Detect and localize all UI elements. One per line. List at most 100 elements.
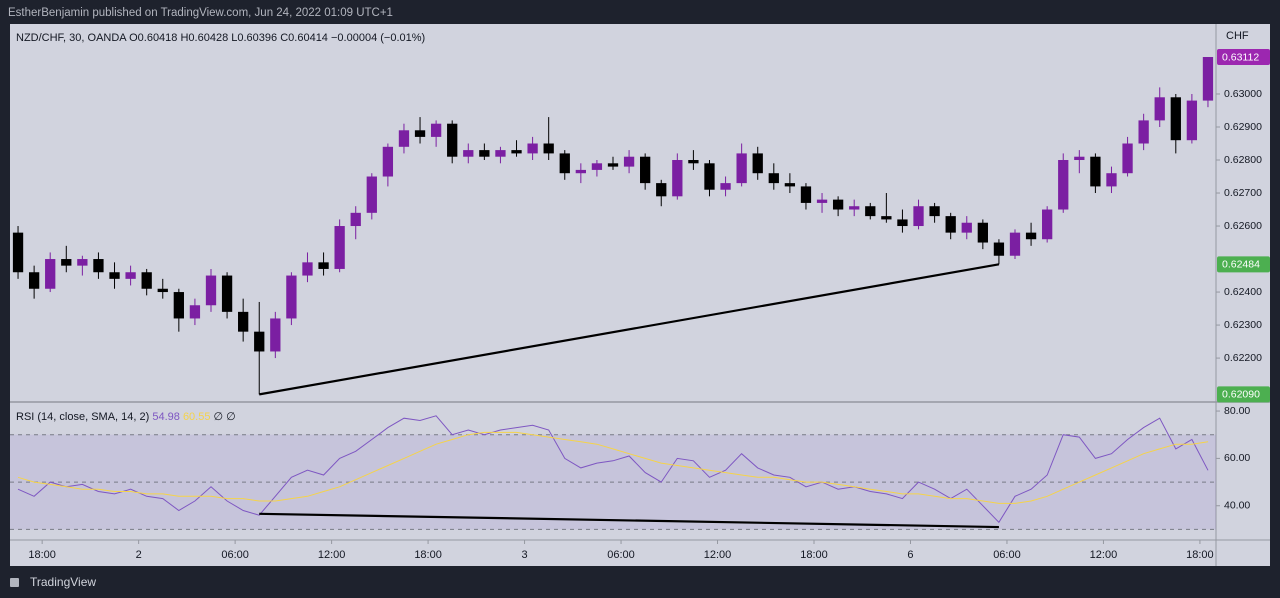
candle-body [897,219,908,227]
candle-body [1058,160,1069,210]
candle-body [607,163,619,167]
candle-body [559,153,570,174]
x-tick-label: 06:00 [993,549,1021,561]
candle-body [527,143,538,154]
y-tick-label: 0.62800 [1224,154,1262,166]
candle-body [511,150,522,154]
rsi-title: RSI (14, close, SMA, 14, 2) [16,411,149,423]
candle-body [109,272,120,279]
candle-body [77,259,88,266]
candle-body [881,216,892,220]
price-label-bg [1217,386,1270,403]
x-tick-label: 12:00 [318,549,346,561]
x-tick-label: 12:00 [704,549,732,561]
x-tick-label: 06:00 [607,549,635,561]
candle-body [270,318,281,352]
candle-body [640,156,651,184]
candle-body [93,259,104,273]
candle-body [1090,156,1101,187]
candle-body [238,311,249,332]
candle-body [414,130,426,137]
candle-body [61,259,72,266]
price-label-bg [1217,49,1270,66]
candle-body [1009,232,1021,256]
candle-body [1025,232,1037,240]
candle-body [286,275,297,319]
x-tick-label: 6 [907,549,913,561]
candle-body [1122,143,1133,174]
x-tick-label: 06:00 [221,549,249,561]
candle-body [447,123,458,157]
rsi-line [17,415,1209,524]
y-tick-label: 0.62300 [1224,319,1262,331]
candle-body [318,262,329,269]
candle-body [12,232,24,273]
y-tick-label: 0.63000 [1224,88,1262,100]
candle-body [189,305,201,319]
y-tick-label: 60.00 [1224,452,1250,464]
x-tick-label: 18:00 [800,549,828,561]
candle-body [205,275,217,306]
close: C0.60414 [280,32,328,44]
candle-body [816,199,828,203]
y-tick-label: 0.62600 [1224,220,1262,232]
candle-body [752,153,763,174]
high: H0.60428 [180,32,228,44]
candle-body [688,160,699,164]
open: O0.60418 [129,32,177,44]
candle-body [543,143,554,154]
sma-value: 60.55 [183,411,211,423]
candle-body [575,169,586,174]
candle-body [157,288,168,293]
candle-body [800,186,812,203]
candle-body [1138,120,1149,144]
candle-body [1106,173,1117,187]
candle-body [1202,57,1214,101]
candle-body [302,262,313,276]
candle-body [1154,97,1165,121]
candle-body [1170,97,1181,141]
candle-body [1042,209,1053,240]
candle-body [993,242,1005,256]
y-tick-label: 0.62200 [1224,352,1262,364]
price-label: 0.63112 [1222,51,1259,63]
candle-body [350,212,361,227]
candle-body [784,183,796,187]
x-tick-label: 2 [136,549,142,561]
trendline [259,263,1000,396]
candle-body [398,130,410,147]
y-tick-label: 40.00 [1224,500,1250,512]
candle-body [977,222,988,243]
candle-body [672,160,683,197]
rsi-value: 54.98 [152,411,180,423]
symbol: NZD/CHF, 30, OANDA [16,32,127,44]
candle-body [45,259,56,289]
candle-body [1074,156,1085,161]
candle-body [945,216,956,233]
change: −0.00004 (−0.01%) [331,32,425,44]
candle-body [141,272,152,289]
candle-body [254,331,265,352]
y-tick-label: 0.62400 [1224,286,1262,298]
symbol-legend: NZD/CHF, 30, OANDA O0.60418 H0.60428 L0.… [16,32,425,44]
candle-body [720,183,731,190]
candle-body [961,222,972,233]
candle-body [479,150,490,157]
x-tick-label: 18:00 [414,549,442,561]
candle-body [591,163,603,170]
brand: TradingView [30,575,96,589]
candle-body [736,153,747,184]
candle-body [623,156,635,167]
candle-body [430,123,442,137]
candle-body [929,206,940,217]
publisher: EstherBenjamin published on TradingView.… [8,7,393,19]
candle-body [463,150,474,157]
candle-body [865,206,876,217]
candle-body [125,272,136,279]
chart-panel [10,24,1270,566]
candle-body [768,173,779,184]
candle-body [366,176,377,213]
candle-body [28,272,40,289]
y-tick-label: 0.62900 [1224,121,1262,133]
currency: CHF [1226,30,1249,42]
